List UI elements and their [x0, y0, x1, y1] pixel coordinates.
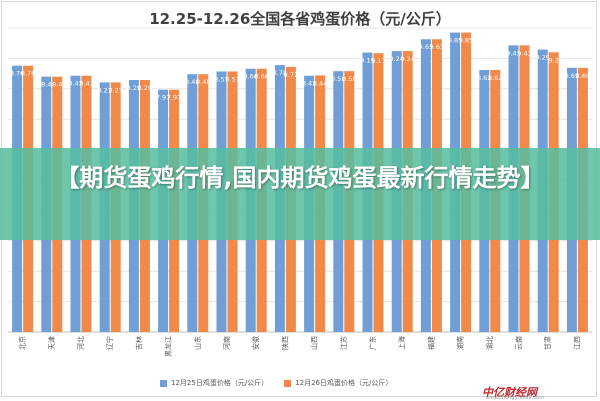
x-tick-label: 河南 — [222, 336, 231, 350]
legend-item-dec25: 12月25日鸡蛋价格（元/公斤） — [160, 378, 268, 388]
data-label: 8.43 — [68, 80, 82, 88]
watermark-logo: 中亿财经网 — [482, 386, 537, 399]
data-label: 8.72 — [284, 71, 298, 79]
data-label: 8.58 — [331, 75, 345, 83]
x-tick-label: 上海 — [397, 336, 406, 350]
x-tick-label: 江苏 — [339, 336, 348, 350]
data-label: 9.85 — [459, 37, 473, 45]
data-label: 8.48 — [185, 78, 199, 86]
data-label: 8.29 — [127, 84, 141, 92]
x-tick-label: 北京 — [18, 336, 27, 350]
data-label: 9.24 — [389, 55, 403, 63]
legend-swatch-dec25 — [160, 379, 167, 387]
data-label: 8.44 — [313, 79, 327, 87]
data-label: 8.21 — [97, 86, 111, 94]
site-watermark: 中亿财经网 www.zhongyi9999.com — [482, 386, 594, 401]
data-label: 9.85 — [448, 37, 462, 45]
data-label: 8.62 — [477, 74, 491, 82]
x-tick-label: 山东 — [193, 336, 202, 350]
article-title: 【期货蛋鸡行情,国内期货鸡蛋最新行情走势】 — [55, 164, 545, 192]
data-label: 9.43 — [506, 49, 520, 57]
data-label: 7.97 — [156, 94, 170, 102]
x-tick-label: 吉林 — [134, 336, 143, 350]
article-title-banner: 【期货蛋鸡行情,国内期货鸡蛋最新行情走势】 — [0, 148, 600, 240]
data-label: 8.4 — [52, 81, 62, 89]
legend-item-dec26: 12月26日鸡蛋价格（元/公斤） — [284, 378, 392, 388]
data-label: 8.21 — [108, 86, 122, 94]
data-label: 8.43 — [302, 80, 316, 88]
data-label: 8.43 — [79, 80, 93, 88]
legend-swatch-dec26 — [284, 379, 292, 387]
chart-legend: 12月25日鸡蛋价格（元/公斤） 12月26日鸡蛋价格（元/公斤） — [160, 376, 392, 390]
x-tick-label: 甘肃 — [543, 336, 552, 350]
data-label: 9.24 — [400, 55, 414, 63]
data-label: 9.29 — [535, 54, 549, 62]
x-tick-label: 云南 — [514, 336, 523, 350]
data-label: 8.66 — [243, 73, 257, 81]
x-tick-label: 陕西 — [280, 336, 289, 350]
data-label: 8.78 — [273, 69, 287, 77]
data-label: 8.76 — [10, 70, 24, 78]
data-label: 9.2 — [549, 56, 559, 64]
data-label: 8.48 — [196, 78, 210, 86]
x-tick-label: 天津 — [48, 336, 56, 350]
x-tick-label: 山西 — [310, 336, 319, 350]
legend-label-dec26: 12月26日鸡蛋价格（元/公斤） — [295, 379, 393, 387]
watermark-url: www.zhongyi9999.com — [486, 395, 544, 401]
data-label: 9.63 — [430, 43, 444, 51]
data-label: 9.19 — [360, 57, 374, 65]
legend-label-dec25: 12月25日鸡蛋价格（元/公斤） — [171, 379, 269, 387]
data-label: 8.58 — [342, 75, 356, 83]
data-label: 8.76 — [21, 70, 35, 78]
x-tick-label: 湖南 — [456, 336, 465, 350]
data-label: 8.4 — [41, 81, 51, 89]
x-tick-label: 黑龙江 — [164, 336, 173, 357]
x-tick-label: 河北 — [77, 336, 85, 350]
data-label: 9.63 — [419, 43, 433, 51]
x-tick-label: 江西 — [573, 336, 581, 350]
data-label: 8.66 — [254, 73, 268, 81]
x-tick-label: 广东 — [368, 336, 377, 350]
x-tick-label: 安徽 — [251, 336, 260, 350]
data-label: 7.97 — [167, 94, 181, 102]
x-tick-label: 福建 — [426, 336, 435, 350]
x-tick-label: 湖北 — [485, 336, 494, 350]
data-label: 8.57 — [225, 75, 239, 83]
x-tick-label: 辽宁 — [105, 336, 114, 350]
data-label: 8.62 — [488, 74, 502, 82]
data-label: 8.69 — [576, 72, 590, 80]
data-label: 9.17 — [371, 57, 385, 65]
chart-title: 12.25-12.26全国各省鸡蛋价格（元/公斤） — [149, 10, 451, 28]
data-label: 9.43 — [517, 49, 531, 57]
data-label: 8.29 — [138, 84, 152, 92]
data-label: 8.57 — [214, 75, 228, 83]
data-label: 8.69 — [565, 72, 579, 80]
